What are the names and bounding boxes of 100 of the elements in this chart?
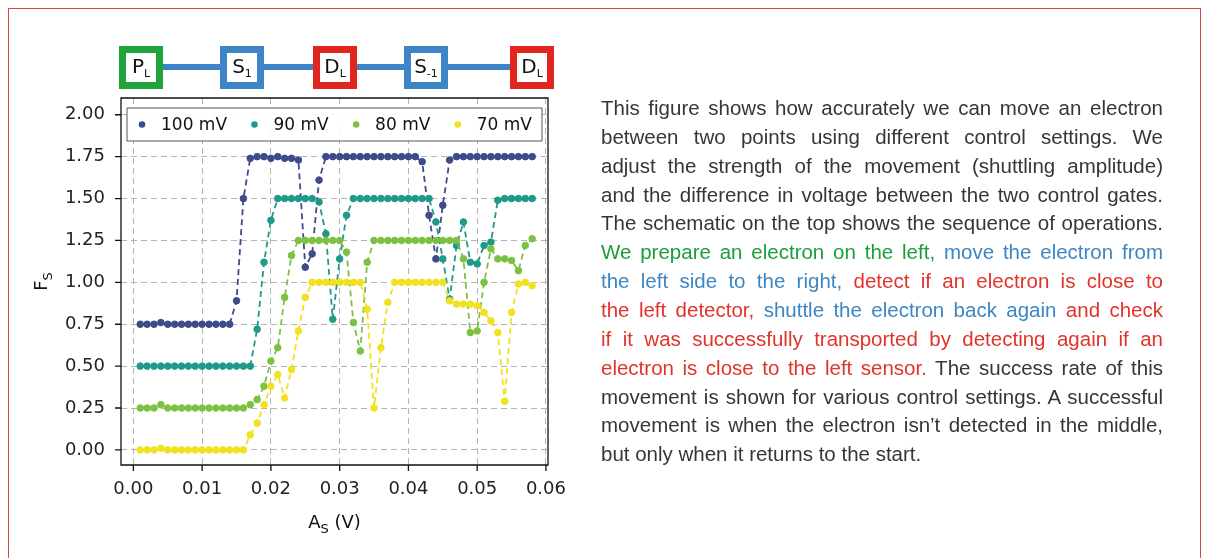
point — [404, 194, 413, 203]
legend-label: 70 mV — [476, 113, 533, 134]
point — [528, 234, 536, 243]
text: and the difference in voltage between the two control gates. — [601, 182, 1163, 206]
point — [487, 238, 495, 246]
text: movement is shown for various control settings. A successful — [601, 384, 1163, 408]
point — [383, 194, 392, 203]
point — [466, 328, 475, 337]
point — [521, 241, 530, 250]
point — [150, 404, 158, 412]
point — [136, 320, 145, 329]
point — [163, 320, 172, 329]
point — [253, 152, 261, 161]
point — [500, 255, 509, 263]
text: adjust the strength of the movement (shuttling amplitude) — [601, 153, 1163, 177]
x-tick-label: 0.01 — [182, 477, 223, 499]
point — [260, 382, 268, 391]
point — [494, 255, 502, 263]
point — [253, 395, 261, 404]
text: move the electron from — [943, 240, 1164, 264]
point — [287, 154, 296, 163]
point — [322, 278, 330, 287]
point — [377, 194, 385, 203]
point — [308, 278, 316, 287]
point — [335, 152, 344, 161]
point — [418, 236, 426, 245]
point — [383, 152, 392, 161]
point — [157, 318, 165, 327]
point — [280, 154, 289, 163]
point — [232, 362, 241, 370]
point — [150, 320, 158, 329]
point — [143, 446, 151, 454]
point — [335, 236, 344, 245]
y-tick-label: 0.75 — [64, 311, 105, 333]
point — [225, 320, 234, 329]
point — [494, 328, 502, 337]
point — [425, 278, 433, 287]
point — [514, 280, 523, 288]
y-tick-label: 0.50 — [64, 353, 105, 375]
point — [439, 278, 447, 287]
point — [177, 446, 186, 454]
point — [294, 156, 303, 164]
point — [191, 362, 200, 370]
point — [273, 152, 282, 161]
point — [225, 362, 234, 370]
point — [184, 446, 193, 454]
legend-label: 90 mV — [273, 113, 330, 134]
point — [301, 194, 310, 203]
point — [232, 446, 241, 454]
point — [377, 236, 385, 245]
point — [170, 446, 179, 454]
point — [163, 446, 172, 454]
point — [301, 293, 310, 302]
point — [411, 236, 420, 245]
point — [280, 293, 289, 302]
point — [191, 446, 200, 454]
point — [383, 298, 392, 307]
point — [404, 152, 413, 161]
text: detect if an electron is close to — [853, 269, 1164, 293]
point — [432, 255, 440, 263]
point — [280, 394, 289, 402]
point — [425, 236, 433, 245]
point — [397, 278, 406, 287]
point — [349, 278, 358, 287]
point — [267, 216, 275, 225]
point — [452, 152, 461, 161]
x-tick-label: 0.02 — [250, 477, 291, 499]
point — [480, 308, 488, 317]
point — [363, 152, 371, 161]
point — [205, 404, 213, 412]
point — [445, 156, 454, 164]
y-tick-label: 0.25 — [64, 395, 105, 417]
point — [521, 278, 530, 287]
point — [287, 365, 296, 374]
point — [349, 318, 358, 327]
point — [411, 152, 420, 161]
point — [322, 236, 330, 245]
point — [184, 404, 193, 412]
point — [294, 327, 303, 335]
point — [198, 446, 206, 454]
point — [218, 362, 227, 370]
point — [150, 446, 158, 454]
point — [390, 236, 399, 245]
point — [260, 400, 268, 409]
x-tick-label: 0.00 — [113, 477, 154, 499]
point — [198, 404, 206, 412]
point — [390, 152, 399, 161]
point — [473, 260, 481, 268]
point — [466, 152, 475, 161]
point — [267, 382, 275, 391]
point — [528, 281, 536, 290]
point — [225, 404, 234, 412]
point — [466, 300, 475, 308]
point — [487, 317, 495, 325]
point — [459, 255, 468, 263]
point — [212, 362, 220, 370]
point — [246, 362, 255, 370]
point — [494, 196, 502, 205]
legend-label: 100 mV — [161, 113, 228, 134]
y-tick-label: 1.75 — [64, 144, 105, 166]
